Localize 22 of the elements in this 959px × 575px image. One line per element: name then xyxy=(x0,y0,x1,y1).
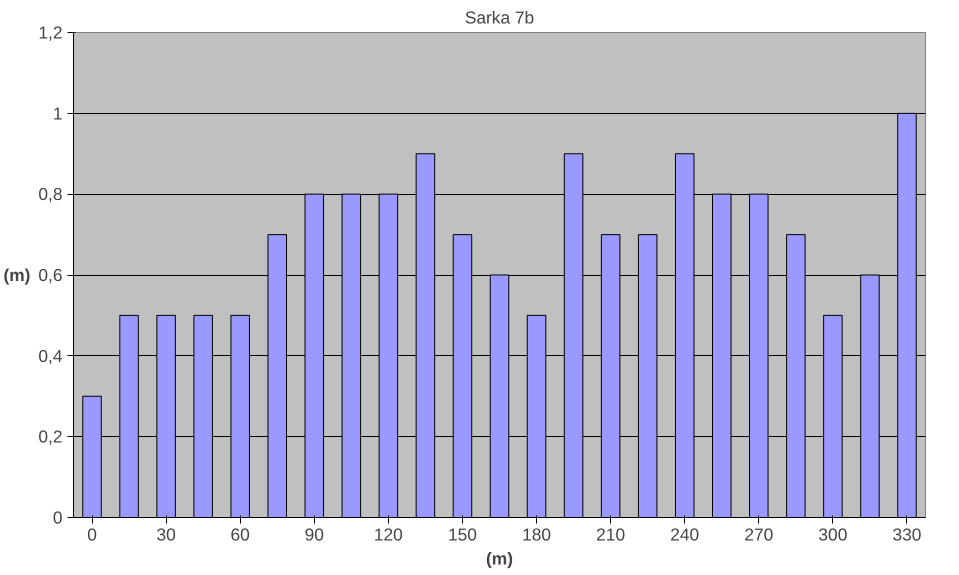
x-tick-label: 150 xyxy=(448,524,477,544)
x-tick-label: 240 xyxy=(670,524,700,544)
x-tick-label: 60 xyxy=(230,524,250,544)
y-tick-label: 1 xyxy=(52,103,63,124)
x-tick-label: 210 xyxy=(596,524,626,544)
x-tick-label: 90 xyxy=(304,524,324,544)
y-tick-label: 0 xyxy=(52,508,63,528)
x-tick-label: 180 xyxy=(522,524,552,544)
y-tick-label: 1,2 xyxy=(38,22,63,42)
x-tick-label: 330 xyxy=(892,524,922,544)
y-tick-label: 0,8 xyxy=(38,184,63,204)
y-tick-label: 0,2 xyxy=(38,426,63,447)
y-axis-title: (m) xyxy=(3,265,30,285)
x-tick-label: 0 xyxy=(87,524,97,544)
y-tick-label: 0,6 xyxy=(38,265,63,285)
y-tick-label: 0,4 xyxy=(38,346,63,366)
x-tick-label: 300 xyxy=(818,524,848,544)
x-tick-label: 270 xyxy=(744,524,774,544)
chart-title: Sarka 7b xyxy=(464,8,534,28)
x-tick-label: 30 xyxy=(156,524,176,544)
x-axis-title: (m) xyxy=(486,548,513,568)
x-tick-label: 120 xyxy=(374,524,403,544)
